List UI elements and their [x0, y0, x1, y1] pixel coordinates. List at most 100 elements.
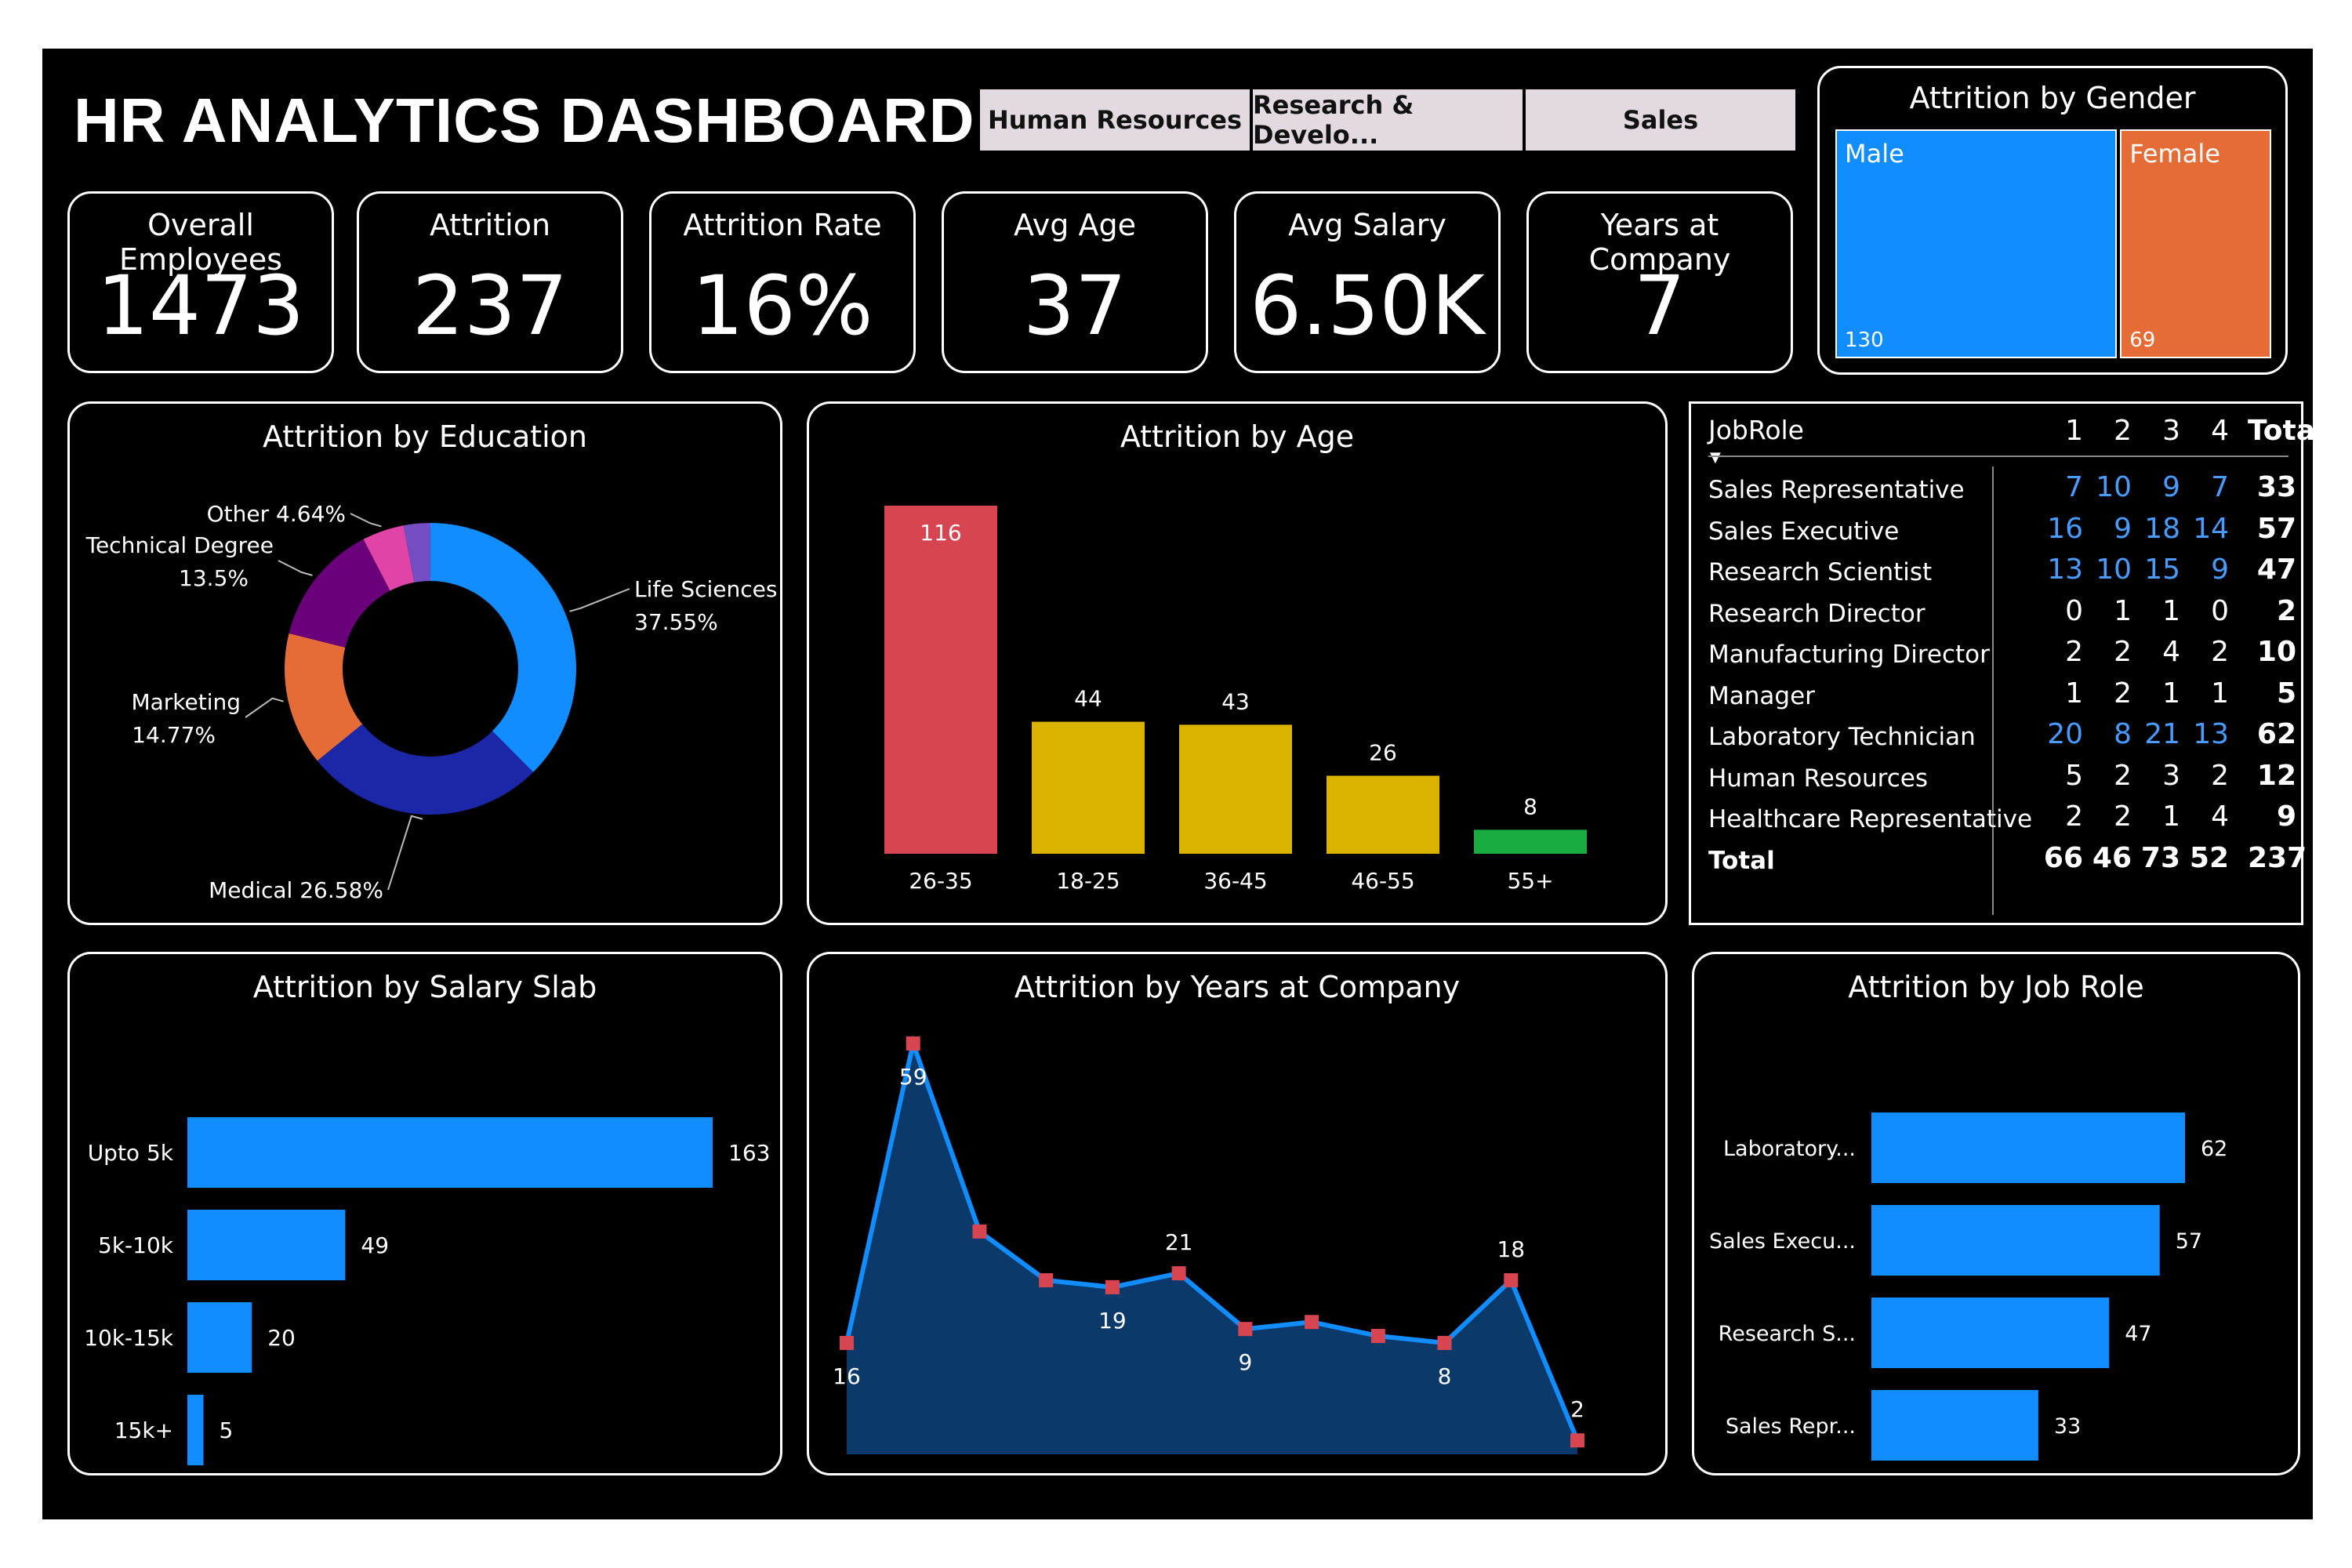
years-point: [906, 1036, 920, 1051]
treemap-male[interactable]: Male 130: [1835, 129, 2118, 358]
kpi-attrition-rate: Attrition Rate 16%: [649, 191, 916, 373]
matrix-cell: 10: [2096, 471, 2132, 503]
years-point: [840, 1335, 854, 1350]
kpi-value: 16%: [691, 258, 873, 354]
kpi-label: Avg Salary: [1288, 208, 1446, 242]
years-point: [1305, 1315, 1319, 1330]
matrix-row-total: 2: [2276, 594, 2296, 627]
age-axis-label: 18-25: [1056, 868, 1120, 894]
matrix-cell: 18: [2144, 512, 2180, 545]
matrix-row-label[interactable]: Manager: [1708, 681, 1815, 710]
age-axis-label: 26-35: [909, 868, 972, 894]
salary-bar-value: 49: [361, 1232, 389, 1258]
matrix-cell: 16: [2047, 512, 2083, 545]
matrix-row-label[interactable]: Human Resources: [1708, 764, 1928, 793]
matrix-cell: 1: [2211, 677, 2229, 710]
donut-value: 14.77%: [132, 722, 216, 748]
matrix-total-label: Total: [1708, 846, 1775, 875]
donut-slice-life-sciences: [430, 523, 576, 772]
years-point: [1570, 1433, 1584, 1448]
kpi-value: 37: [1022, 258, 1127, 354]
age-bar-value: 44: [1074, 686, 1102, 712]
age-bar-26-35: [884, 506, 997, 854]
years-point: [1171, 1266, 1186, 1281]
years-title: Attrition by Years at Company: [1014, 970, 1461, 1004]
treemap-label: Male: [1845, 139, 1904, 169]
matrix-header-label[interactable]: JobRole: [1708, 415, 1804, 445]
matrix-cell: 9: [2162, 471, 2180, 503]
salary-bar-5k-10k: [187, 1210, 346, 1280]
kpi-attrition: Attrition 237: [357, 191, 623, 373]
jobrole-bar-value: 57: [2176, 1229, 2202, 1254]
matrix-col-header: 3: [2162, 415, 2180, 447]
matrix-cell: 1: [2162, 800, 2180, 833]
matrix-row-total: 9: [2276, 800, 2296, 833]
jobrole-axis-label: Laboratory...: [1723, 1137, 1856, 1161]
sort-arrow-icon[interactable]: ▼: [1710, 449, 1721, 466]
matrix-row-label[interactable]: Research Director: [1708, 599, 1926, 628]
years-panel: Attrition by Years at Company 16 59 19 21 9 8…: [807, 952, 1668, 1475]
jobrole-bar-sales-repr: [1871, 1390, 2038, 1461]
treemap-value: 130: [1845, 328, 1884, 352]
matrix-row-label[interactable]: Sales Executive: [1708, 517, 1900, 546]
slicer-research-development[interactable]: Research & Develo...: [1253, 89, 1523, 151]
years-point: [1238, 1322, 1253, 1337]
education-title: Attrition by Education: [262, 419, 588, 454]
kpi-avg-age: Avg Age 37: [942, 191, 1208, 373]
salary-axis-label: 5k-10k: [98, 1232, 174, 1258]
salary-bar-upto-5k: [187, 1117, 713, 1188]
matrix-cell: 7: [2211, 471, 2229, 503]
gender-title: Attrition by Gender: [1909, 81, 2196, 115]
matrix-cell: 10: [2096, 554, 2132, 586]
years-area-chart: 16591921981820510: [833, 1035, 1584, 1454]
donut-label: Technical Degree: [85, 532, 274, 558]
matrix-row-label[interactable]: Sales Representative: [1708, 476, 1965, 504]
matrix-total-cell: 73: [2140, 841, 2180, 874]
kpi-label: Years at Company: [1588, 208, 1731, 277]
education-panel: Attrition by Education Life Sciences 37.5…: [67, 401, 782, 925]
matrix-cell: 8: [2114, 718, 2132, 750]
matrix-cell: 1: [2162, 594, 2180, 627]
years-point: [1437, 1335, 1452, 1350]
years-point: [1039, 1272, 1054, 1287]
age-bar-value: 116: [920, 520, 961, 546]
donut-slice-medical: [317, 724, 534, 815]
matrix-cell: 4: [2162, 636, 2180, 668]
treemap-female[interactable]: Female 69: [2120, 129, 2271, 358]
matrix-cell: 1: [2162, 677, 2180, 710]
age-bar-value: 43: [1221, 688, 1250, 714]
matrix-row-label[interactable]: Manufacturing Director: [1708, 641, 1990, 669]
jobrole-bar-chart: Laboratory... 62 Sales Execu... 57 Research …: [1709, 1112, 2227, 1461]
age-axis-label: 36-45: [1203, 868, 1267, 894]
matrix-row-label[interactable]: Research Scientist: [1708, 558, 1933, 586]
donut-label: Marketing: [131, 689, 241, 715]
slicer-human-resources[interactable]: Human Resources: [980, 89, 1250, 151]
kpi-label: Avg Age: [1014, 208, 1136, 242]
slicer-sales[interactable]: Sales: [1526, 89, 1795, 151]
jobrole-axis-label: Sales Repr...: [1726, 1414, 1856, 1439]
years-area-fill: [847, 1044, 1577, 1454]
page-title: HR ANALYTICS DASHBOARD: [74, 85, 975, 155]
matrix-cell: 13: [2193, 718, 2229, 750]
jobrole-bar-value: 62: [2201, 1137, 2227, 1161]
jobrole-axis-label: Research S...: [1719, 1322, 1856, 1346]
donut-leader-line: [245, 697, 284, 718]
matrix-cell: 2: [2065, 636, 2083, 668]
jobrole-axis-label: Sales Execu...: [1709, 1229, 1856, 1254]
donut-value: 13.5%: [179, 565, 249, 591]
years-data-label: 2: [1570, 1396, 1584, 1422]
matrix-row-label[interactable]: Laboratory Technician: [1708, 723, 1976, 751]
donut-leader-line: [350, 513, 382, 528]
matrix-row-label[interactable]: Healthcare Representative: [1708, 805, 2033, 833]
matrix-cell: 14: [2193, 512, 2229, 545]
donut-label: Life Sciences: [634, 576, 778, 602]
matrix-cell: 3: [2162, 759, 2180, 792]
kpi-label: Attrition Rate: [683, 208, 882, 242]
age-bar-55: [1474, 829, 1587, 854]
kpi-value: 237: [412, 258, 568, 354]
salary-axis-label: 15k+: [114, 1417, 173, 1443]
matrix-row-total: 10: [2256, 636, 2296, 668]
education-donut-chart: Life Sciences 37.55% Medical 26.58% Marketi…: [85, 501, 778, 903]
years-data-label: 8: [1438, 1363, 1452, 1389]
matrix-cell: 15: [2144, 554, 2180, 586]
